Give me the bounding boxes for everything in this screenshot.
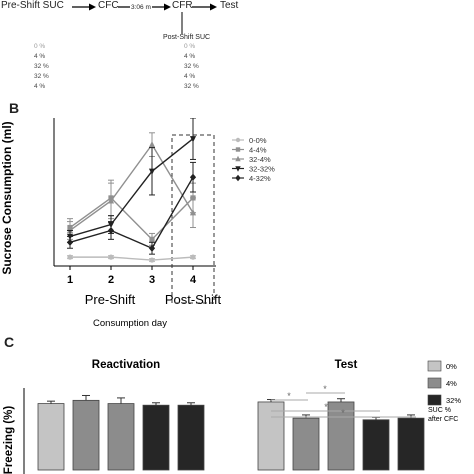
timeline-step-test: Test	[220, 0, 239, 11]
mid-level: 4 %	[184, 53, 196, 60]
arrow-right-icon	[192, 3, 217, 11]
series-line	[69, 143, 194, 232]
group-title: Reactivation	[92, 359, 160, 371]
y-axis-label: Sucrose Consumption (ml)	[0, 121, 14, 274]
bar	[72, 399, 100, 471]
legend-note: SUC %	[428, 407, 451, 414]
marker-triangle-up	[235, 155, 241, 162]
marker-triangle-up	[148, 141, 156, 148]
marker-circle	[235, 137, 241, 143]
mid-level: 32 %	[184, 63, 199, 70]
bar	[257, 401, 285, 471]
arrow-right-icon	[72, 3, 96, 11]
bar	[292, 417, 320, 471]
y-axis-label: Freezing (%)	[3, 406, 15, 474]
group-label-pre-shift: Pre-Shift	[85, 292, 136, 307]
marker-diamond	[107, 226, 115, 235]
mid-level: 0 %	[184, 43, 196, 50]
bar	[362, 419, 390, 471]
vertical-connector	[181, 12, 183, 34]
marker-circle	[149, 257, 155, 263]
delay-label: 3:06 m	[130, 4, 152, 11]
timeline-step-pre-shift: Pre-Shift SUC	[1, 0, 64, 11]
marker-square	[149, 236, 155, 242]
marker-triangle-down	[148, 168, 156, 175]
marker-triangle-down	[235, 166, 241, 172]
mid-level: 32 %	[184, 83, 199, 90]
pre-level: 0 %	[34, 43, 46, 50]
legend-label: 32-4%	[249, 155, 271, 164]
pre-level: 32 %	[34, 63, 49, 70]
timeline-step-cfr: CFR	[172, 0, 193, 11]
marker-diamond	[189, 173, 197, 181]
legend-label: 32%	[446, 396, 461, 405]
significance-star: *	[341, 408, 345, 418]
marker-diamond	[66, 238, 74, 246]
legend-swatch	[427, 377, 442, 389]
legend-label: 4-4%	[249, 146, 267, 155]
panel-label-b: B	[9, 100, 20, 116]
panel-label-c: C	[4, 334, 15, 350]
marker-triangle-down	[189, 136, 197, 143]
bar	[327, 401, 355, 471]
marker-triangle-up	[107, 197, 115, 204]
marker-circle	[67, 254, 73, 260]
timeline-step-cfc: CFC	[98, 0, 119, 11]
legend-swatch	[427, 360, 442, 372]
significance-star: *	[324, 402, 328, 412]
bar	[397, 417, 425, 471]
x-axis-label: Consumption day	[93, 318, 167, 329]
mid-level: 4 %	[184, 73, 196, 80]
freezing-bar-chart: Freezing (%) Reactivation Test * * * * 0% 4% 32% S…	[3, 359, 461, 474]
marker-circle	[108, 254, 114, 260]
series-line	[69, 138, 194, 238]
marker-diamond	[148, 244, 156, 252]
legend-label: 4%	[446, 379, 457, 388]
group-title: Test	[335, 359, 358, 371]
legend-note: after CFC	[428, 416, 458, 423]
legend-label: 4-32%	[249, 174, 271, 183]
marker-circle	[190, 254, 196, 260]
marker-square	[235, 147, 241, 152]
x-tick-label: 3	[149, 274, 155, 286]
legend-swatch	[427, 394, 442, 406]
bar	[37, 403, 65, 471]
bar	[142, 404, 170, 471]
marker-diamond	[235, 174, 241, 182]
pre-level: 4 %	[34, 83, 46, 90]
group-label-post-shift: Post-Shift	[165, 292, 222, 307]
pre-level: 32 %	[34, 73, 49, 80]
x-tick-label: 4	[190, 274, 197, 286]
significance-star: *	[323, 384, 327, 394]
legend-label: 0%	[446, 362, 457, 371]
x-tick-label: 1	[67, 274, 73, 286]
legend-label: 32-32%	[249, 165, 275, 174]
consumption-line-chart: 1 2 3 4 Pre-Shift Post-Shift Consumption day Su…	[0, 118, 275, 329]
pre-level: 4 %	[34, 53, 46, 60]
significance-star: *	[287, 391, 291, 401]
series-line	[69, 176, 194, 250]
series-line	[69, 197, 194, 241]
post-shift-label: Post-Shift SUC	[163, 34, 211, 41]
marker-triangle-up	[189, 209, 197, 216]
x-tick-label: 2	[108, 274, 114, 286]
legend-label: 0-0%	[249, 136, 267, 145]
bar	[177, 404, 205, 471]
bar	[107, 403, 135, 471]
series-line	[70, 256, 194, 261]
